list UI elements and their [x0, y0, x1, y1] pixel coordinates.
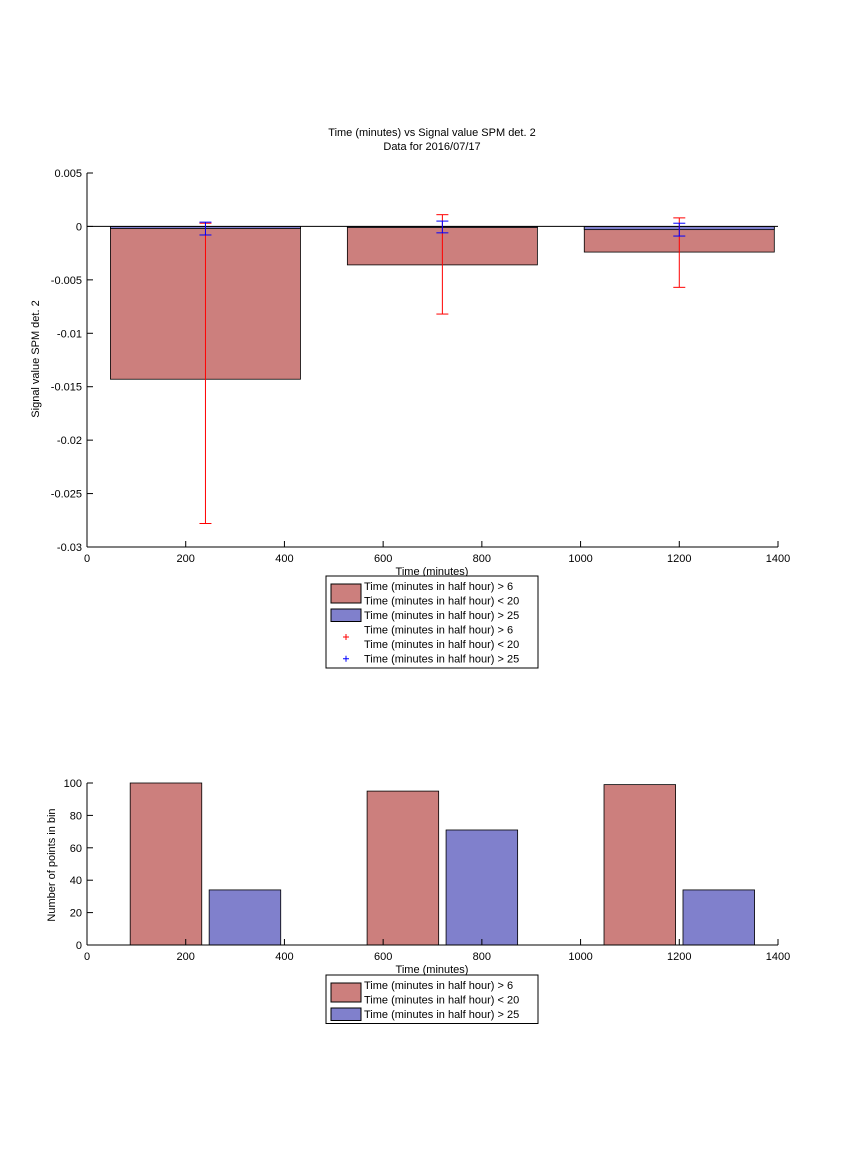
signal-chart: Time (minutes) vs Signal value SPM det. …	[30, 127, 790, 669]
count-y-tick-label: 20	[70, 908, 82, 920]
count-bar	[445, 829, 519, 946]
count-x-tick-label: 200	[177, 951, 195, 963]
count-chart-x-label: Time (minutes)	[396, 964, 469, 976]
count-x-tick-label: 1400	[766, 951, 790, 963]
count-x-tick-label: 1000	[568, 951, 592, 963]
signal-legend: Time (minutes in half hour) > 6 Time (min…	[325, 575, 539, 669]
signal-y-tick-label: -0.02	[57, 435, 82, 447]
count-chart: Number of points in bin Time (minutes) 0…	[46, 778, 790, 1024]
signal-y-tick-label: -0.03	[57, 542, 82, 554]
count-x-tick-label: 800	[473, 951, 491, 963]
signal-y-tick-label: -0.005	[51, 275, 82, 287]
signal-x-tick-label: 400	[275, 553, 293, 565]
signal-y-tick-label: -0.025	[51, 489, 82, 501]
count-x-tick-label: 0	[84, 951, 90, 963]
count-legend-swatch	[330, 982, 362, 1003]
count-bar	[208, 889, 282, 946]
signal-chart-x-label: Time (minutes)	[396, 566, 469, 578]
signal-chart-title: Time (minutes) vs Signal value SPM det. …	[328, 127, 535, 139]
count-y-tick-label: 0	[76, 940, 82, 952]
count-bar	[603, 784, 676, 946]
signal-x-tick-label: 1200	[667, 553, 691, 565]
signal-x-tick-label: 800	[473, 553, 491, 565]
count-bar	[129, 782, 203, 946]
count-y-tick-label: 40	[70, 875, 82, 887]
signal-legend-label: Time (minutes in half hour) < 20	[364, 639, 519, 651]
count-y-tick-label: 60	[70, 843, 82, 855]
signal-y-tick-label: 0	[76, 221, 82, 233]
count-x-tick-label: 1200	[667, 951, 691, 963]
signal-legend-label: Time (minutes in half hour) > 25	[364, 610, 519, 622]
signal-y-tick-label: -0.01	[57, 328, 82, 340]
signal-x-tick-label: 600	[374, 553, 392, 565]
count-y-tick-label: 80	[70, 810, 82, 822]
count-legend-label: Time (minutes in half hour) > 6	[364, 980, 513, 992]
signal-legend-label: Time (minutes in half hour) > 6	[364, 625, 513, 637]
signal-x-tick-label: 0	[84, 553, 90, 565]
count-bar	[366, 790, 440, 946]
count-x-tick-label: 600	[374, 951, 392, 963]
signal-error-bars	[199, 214, 686, 524]
signal-legend-label: Time (minutes in half hour) > 6	[364, 581, 513, 593]
signal-legend-swatch	[330, 583, 362, 604]
count-chart-y-label: Number of points in bin	[46, 808, 58, 921]
signal-x-tick-label: 1400	[766, 553, 790, 565]
signal-x-tick-label: 200	[177, 553, 195, 565]
count-y-tick-label: 100	[64, 778, 82, 790]
signal-y-tick-label: -0.015	[51, 382, 82, 394]
count-legend-swatch	[330, 1007, 362, 1021]
signal-chart-y-label: Signal value SPM det. 2	[30, 300, 42, 417]
signal-chart-subtitle: Data for 2016/07/17	[383, 141, 480, 153]
count-x-tick-label: 400	[275, 951, 293, 963]
count-axes: 0 200 400 600 800 1000 1200 1400 0 20 40 60 80 100	[64, 778, 791, 963]
signal-legend-label: Time (minutes in half hour) < 20	[364, 596, 519, 608]
count-legend-label: Time (minutes in half hour) > 25	[364, 1009, 519, 1021]
count-legend-label: Time (minutes in half hour) < 20	[364, 995, 519, 1007]
count-bar	[682, 889, 755, 946]
signal-legend-label: Time (minutes in half hour) > 25	[364, 654, 519, 666]
count-legend: Time (minutes in half hour) > 6 Time (min…	[325, 974, 539, 1024]
signal-legend-swatch	[330, 608, 362, 622]
signal-axes: 0 200 400 600 800 1000 1200 1400 0.005 0 -0.005 -0.…	[51, 168, 790, 565]
signal-y-tick-label: 0.005	[54, 168, 82, 180]
signal-x-tick-label: 1000	[568, 553, 592, 565]
